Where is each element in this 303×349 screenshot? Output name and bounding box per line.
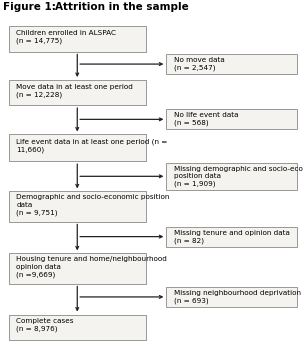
Text: Children enrolled in ALSPAC
(n = 14,775): Children enrolled in ALSPAC (n = 14,775) xyxy=(16,30,116,44)
FancyBboxPatch shape xyxy=(9,314,145,340)
Text: Missing tenure and opinion data
(n = 82): Missing tenure and opinion data (n = 82) xyxy=(174,230,290,244)
Text: Demographic and socio-economic position
data
(n = 9,751): Demographic and socio-economic position … xyxy=(16,194,170,216)
Text: No life event data
(n = 568): No life event data (n = 568) xyxy=(174,112,238,126)
FancyBboxPatch shape xyxy=(9,134,145,161)
FancyBboxPatch shape xyxy=(166,287,297,307)
Text: Attrition in the sample: Attrition in the sample xyxy=(55,2,188,12)
FancyBboxPatch shape xyxy=(166,109,297,129)
Text: Housing tenure and home/neighbourhood
opinion data
(n =9,669): Housing tenure and home/neighbourhood op… xyxy=(16,256,167,277)
FancyBboxPatch shape xyxy=(9,27,145,52)
Text: Complete cases
(n = 8,976): Complete cases (n = 8,976) xyxy=(16,318,74,332)
Text: Life event data in at least one period (n =
11,660): Life event data in at least one period (… xyxy=(16,139,168,154)
FancyBboxPatch shape xyxy=(166,54,297,74)
Text: No move data
(n = 2,547): No move data (n = 2,547) xyxy=(174,57,225,71)
Text: Figure 1:: Figure 1: xyxy=(3,2,56,12)
Text: Missing demographic and socio-economic
position data
(n = 1,909): Missing demographic and socio-economic p… xyxy=(174,165,303,187)
FancyBboxPatch shape xyxy=(166,163,297,190)
FancyBboxPatch shape xyxy=(9,253,145,283)
FancyBboxPatch shape xyxy=(9,191,145,222)
Text: Move data in at least one period
(n = 12,228): Move data in at least one period (n = 12… xyxy=(16,84,133,98)
Text: Missing neighbourhood deprivation data
(n = 693): Missing neighbourhood deprivation data (… xyxy=(174,290,303,304)
FancyBboxPatch shape xyxy=(9,80,145,105)
FancyBboxPatch shape xyxy=(166,227,297,247)
